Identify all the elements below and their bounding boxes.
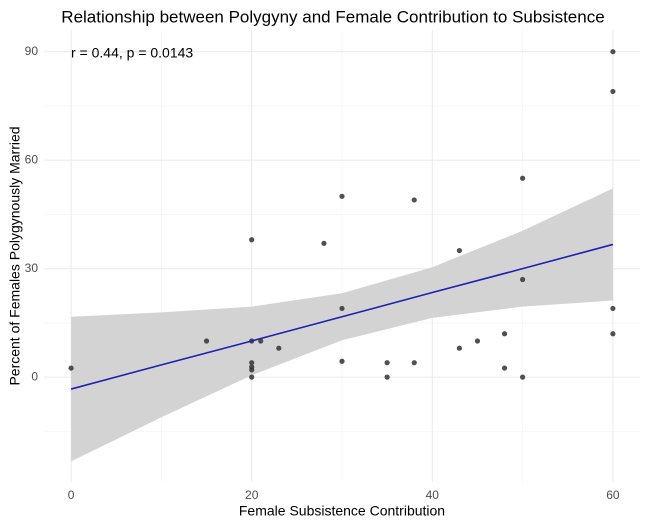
point	[249, 367, 255, 373]
point	[249, 360, 255, 366]
point	[249, 374, 255, 380]
point	[203, 338, 210, 344]
x-tick-label: 20	[245, 488, 259, 502]
y-tick-label: 90	[25, 44, 39, 58]
point	[520, 175, 526, 181]
point	[411, 360, 417, 366]
point	[610, 88, 616, 95]
plot-area: 0 20 40 60 0 30 60 90	[25, 30, 640, 502]
point	[321, 240, 327, 246]
chart-title: Relationship between Polygyny and Female…	[61, 7, 604, 26]
point	[339, 193, 345, 199]
y-tick-label: 60	[25, 152, 39, 166]
point	[501, 331, 508, 337]
point	[610, 49, 616, 55]
point	[456, 247, 462, 254]
point	[68, 365, 74, 371]
point	[411, 197, 417, 203]
y-tick-label: 30	[25, 261, 39, 275]
y-tick-label: 0	[31, 369, 38, 383]
point	[501, 365, 508, 371]
confidence-band	[71, 188, 613, 462]
point	[339, 358, 345, 364]
point	[384, 360, 390, 366]
point	[610, 331, 616, 337]
point	[474, 338, 481, 344]
x-tick-label: 40	[426, 488, 440, 502]
point	[520, 374, 526, 380]
point	[339, 305, 345, 312]
annotation: r = 0.44, p = 0.0143	[71, 45, 193, 61]
x-axis-label: Female Subsistence Contribution	[239, 503, 445, 519]
point	[384, 374, 390, 380]
point	[249, 237, 255, 243]
y-axis-label: Percent of Females Polygynously Married	[7, 126, 23, 385]
fit-line	[70, 243, 614, 390]
x-tick-label: 60	[606, 488, 620, 502]
point	[520, 276, 526, 283]
point	[456, 345, 462, 351]
point	[610, 305, 616, 312]
point	[276, 345, 282, 351]
x-tick-label: 0	[68, 488, 75, 502]
